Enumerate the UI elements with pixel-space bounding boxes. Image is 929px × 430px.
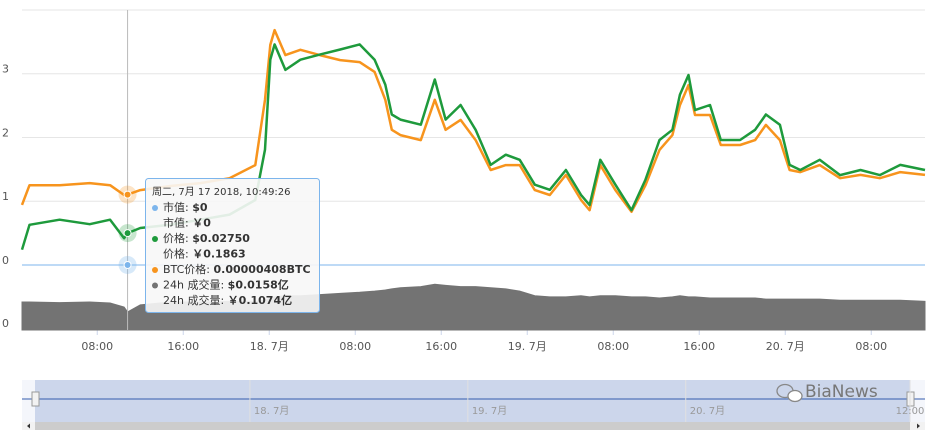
tooltip-line: 24h 成交量: $0.0158亿 (163, 278, 289, 292)
tooltip-line: 24h 成交量: ￥0.1074亿 (163, 293, 292, 307)
y-tick-label: 3 (2, 63, 9, 76)
watermark: BiaNews (776, 382, 878, 403)
tooltip-line: 价格: $0.02750 (163, 231, 250, 245)
y-tick-label: 0 (2, 254, 9, 267)
tooltip-value: ￥0.1863 (192, 248, 245, 261)
tooltip-dot (152, 205, 158, 211)
tooltip-label: 24h 成交量: (163, 293, 228, 307)
tooltip-dot (152, 282, 158, 289)
tooltip-label: 市值: (163, 200, 192, 214)
tooltip-label: 市值: (163, 216, 192, 230)
tooltip-label: 价格: (163, 247, 192, 261)
tooltip-box (145, 178, 320, 313)
tooltip-dot (152, 267, 158, 273)
tooltip-label: 价格: (163, 231, 192, 245)
tooltip-line: 市值: ￥0 (163, 216, 211, 230)
tooltip-value: $0.0158亿 (228, 278, 289, 292)
x-tick-label: 08:00 (81, 340, 113, 353)
scrollbar-thumb[interactable] (35, 422, 910, 430)
watermark-text: BiaNews (805, 382, 878, 402)
watermark-icon (787, 389, 803, 403)
tooltip-line: 价格: ￥0.1863 (163, 247, 246, 261)
x-tick-label: 19. 7月 (508, 340, 547, 353)
x-tick-label: 16:00 (683, 340, 715, 353)
plot-area: 0 1 2 3 0 08:00 16:00 18. 7月 08:00 16:00 19. 7月 08:… (2, 10, 926, 353)
tooltip-line: 市值: $0 (163, 200, 208, 214)
hover-point (123, 229, 132, 238)
tooltip-label: 24h 成交量: (163, 278, 228, 292)
tooltip-value: ￥0.1074亿 (228, 293, 292, 307)
x-tick-label: 18. 7月 (250, 340, 289, 353)
tooltip-value: $0 (192, 201, 208, 214)
tooltip-value: $0.02750 (192, 232, 250, 245)
x-tick-label: 08:00 (597, 340, 629, 353)
x-tick-label: 08:00 (339, 340, 371, 353)
tooltip-value: ￥0 (192, 217, 211, 230)
tooltip-label: BTC价格: (163, 262, 214, 276)
navigator-tick-label: 12:00 (896, 406, 925, 417)
x-tick-label: 16:00 (167, 340, 199, 353)
navigator-handle[interactable] (31, 391, 40, 407)
x-tick-label: 16:00 (425, 340, 457, 353)
hover-point (123, 260, 132, 269)
tooltip-value: 0.00000408BTC (214, 263, 311, 276)
tooltip: 周二, 7月 17 2018, 10:49:26 市值: $0市值: ￥0价格:… (145, 178, 320, 313)
tooltip-dot (152, 236, 158, 242)
navigator-tick-label: 20. 7月 (690, 405, 725, 417)
tooltip-line: BTC价格: 0.00000408BTC (163, 262, 311, 276)
y-tick-label: 2 (2, 126, 9, 139)
y-tick-label: 1 (2, 190, 9, 203)
tooltip-title: 周二, 7月 17 2018, 10:49:26 (152, 186, 291, 198)
hover-point (123, 190, 132, 199)
navigator-bg (22, 380, 925, 422)
navigator-tick-label: 18. 7月 (254, 405, 289, 417)
navigator: 18. 7月 19. 7月 20. 7月 12:00 (22, 380, 925, 430)
navigator-tick-label: 19. 7月 (472, 405, 507, 417)
x-tick-label: 08:00 (855, 340, 887, 353)
y3-tick-label: 0 (2, 317, 9, 330)
x-tick-label: 20. 7月 (766, 340, 805, 353)
navigator-mask[interactable] (35, 380, 910, 422)
